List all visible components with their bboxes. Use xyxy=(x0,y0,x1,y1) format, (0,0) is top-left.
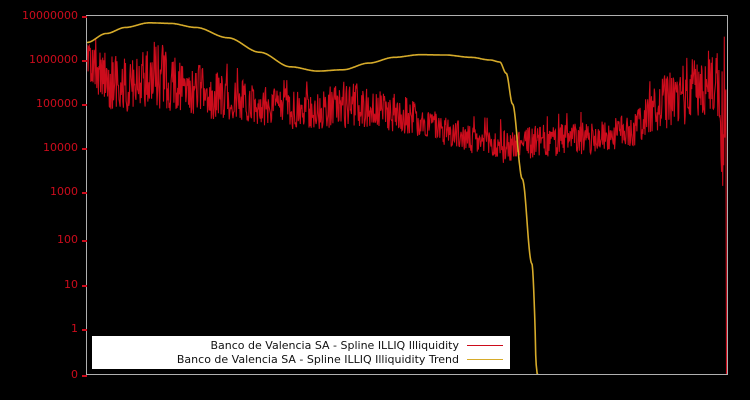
chart-canvas xyxy=(87,22,727,374)
y-tick-mark xyxy=(82,285,87,287)
y-tick-mark xyxy=(82,192,87,194)
legend-entry-trend: Banco de Valencia SA - Spline ILLIQ Illi… xyxy=(97,353,503,367)
y-tick-mark xyxy=(82,329,87,331)
y-tick-mark xyxy=(82,240,87,242)
series-illiquidity xyxy=(87,36,727,374)
y-tick-mark xyxy=(82,104,87,106)
y-tick-label: 1000 xyxy=(50,185,78,198)
y-tick-mark xyxy=(82,148,87,150)
y-tick-mark xyxy=(82,60,87,62)
illiquidity-trend-line xyxy=(87,22,539,374)
chart-legend: Banco de Valencia SA - Spline ILLIQ Illi… xyxy=(92,336,510,369)
y-tick-mark xyxy=(82,375,87,377)
plot-area xyxy=(86,15,728,375)
y-tick-label: 100 xyxy=(57,233,78,246)
y-tick-label: 10000000 xyxy=(22,9,78,22)
y-tick-label: 10000 xyxy=(43,141,78,154)
legend-entry-illiquidity: Banco de Valencia SA - Spline ILLIQ Illi… xyxy=(97,339,503,353)
illiquidity-line xyxy=(87,36,727,374)
legend-swatch-trend xyxy=(467,358,503,360)
y-axis-tick-labels: 10000000 1000000 100000 10000 1000 100 10 1 0 xyxy=(0,0,78,400)
y-tick-label: 0 xyxy=(71,368,78,381)
y-tick-label: 100000 xyxy=(36,97,78,110)
legend-label-trend: Banco de Valencia SA - Spline ILLIQ Illi… xyxy=(176,352,459,366)
legend-label-illiquidity: Banco de Valencia SA - Spline ILLIQ Illi… xyxy=(210,339,460,353)
y-tick-label: 10 xyxy=(64,278,78,291)
series-trend xyxy=(87,22,539,374)
legend-swatch-illiquidity xyxy=(467,345,503,347)
y-tick-label: 1000000 xyxy=(29,53,78,66)
y-tick-label: 1 xyxy=(71,322,78,335)
y-tick-mark xyxy=(82,16,87,18)
